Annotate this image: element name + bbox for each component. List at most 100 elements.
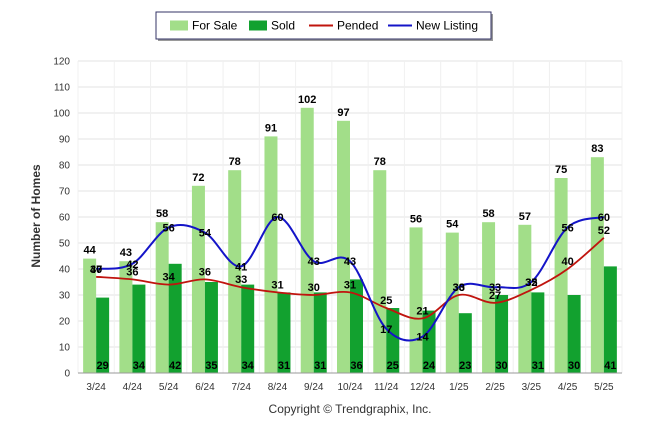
bar-for-sale — [518, 224, 532, 373]
legend-label: Pended — [337, 19, 378, 33]
legend-label: New Listing — [416, 19, 478, 33]
x-tick-label: 1/25 — [449, 382, 469, 393]
bar-sold — [204, 282, 218, 373]
bar-sold — [567, 295, 581, 373]
bar-sold — [277, 292, 291, 373]
pended-value-label: 21 — [416, 305, 428, 317]
pended-value-label: 34 — [163, 272, 176, 284]
bar-for-sale — [155, 222, 169, 373]
bar-for-sale — [83, 258, 97, 373]
y-tick-label: 110 — [54, 83, 70, 94]
for-sale-value-label: 97 — [337, 107, 349, 119]
bar-sold — [603, 266, 617, 373]
x-tick-label: 3/25 — [522, 382, 542, 393]
pended-value-label: 52 — [598, 225, 610, 237]
x-tick-label: 7/24 — [231, 382, 251, 393]
new-listing-value-label: 17 — [380, 324, 392, 336]
pended-value-label: 40 — [561, 256, 573, 268]
for-sale-value-label: 83 — [591, 143, 603, 155]
for-sale-value-label: 72 — [192, 172, 204, 184]
legend-swatch — [249, 20, 267, 31]
sold-value-label: 31 — [314, 360, 326, 372]
sold-value-label: 30 — [495, 360, 507, 372]
x-tick-label: 12/24 — [410, 382, 435, 393]
axes: 0 10 20 30 40 50 60 70 80 90 100 110 120 3/24 4/24 5/24… — [53, 57, 622, 393]
for-sale-value-label: 54 — [446, 219, 459, 231]
bar-sold — [96, 297, 110, 373]
bar-for-sale — [300, 107, 314, 374]
sold-value-label: 41 — [604, 360, 616, 372]
pended-value-label: 31 — [271, 279, 283, 291]
new-listing-value-label: 41 — [235, 261, 247, 273]
legend-label: For Sale — [192, 19, 238, 33]
sold-value-label: 29 — [97, 360, 109, 372]
sold-value-label: 34 — [133, 360, 146, 372]
new-listing-value-label: 60 — [598, 212, 610, 224]
bar-for-sale — [373, 170, 387, 373]
y-tick-label: 30 — [59, 291, 71, 302]
y-tick-label: 70 — [59, 187, 71, 198]
pended-value-label: 36 — [126, 266, 138, 278]
sold-value-label: 42 — [169, 360, 181, 372]
pended-value-label: 30 — [453, 282, 465, 294]
x-tick-label: 2/25 — [485, 382, 505, 393]
new-listing-value-label: 40 — [90, 264, 102, 276]
bar-for-sale — [590, 157, 604, 373]
for-sale-value-label: 44 — [84, 245, 97, 257]
bar-sold — [495, 295, 509, 373]
y-tick-label: 10 — [59, 343, 71, 354]
line-pended — [96, 237, 605, 320]
bar-sold — [241, 284, 255, 373]
sold-value-label: 23 — [459, 360, 471, 372]
line-new-listing — [95, 215, 605, 342]
for-sale-value-label: 58 — [156, 208, 168, 220]
y-tick-label: 0 — [64, 369, 70, 380]
for-sale-value-label: 58 — [482, 208, 494, 220]
bar-for-sale — [482, 222, 496, 373]
new-listing-value-label: 42 — [126, 259, 138, 271]
new-listing-value-label: 43 — [344, 256, 356, 268]
bar-sold — [132, 284, 146, 373]
y-tick-label: 40 — [59, 265, 71, 276]
y-tick-label: 60 — [59, 213, 71, 224]
new-listing-value-label: 33 — [453, 282, 465, 294]
bar-sold — [531, 292, 545, 373]
new-listing-value-label: 56 — [561, 222, 573, 234]
y-tick-label: 50 — [59, 239, 71, 250]
pended-value-label: 31 — [344, 279, 356, 291]
pended-value-label: 33 — [235, 274, 247, 286]
bar-sold — [458, 313, 472, 373]
x-tick-label: 4/24 — [123, 382, 143, 393]
sold-value-label: 24 — [423, 360, 436, 372]
pended-value-label: 37 — [90, 264, 102, 276]
legend-label: Sold — [271, 19, 295, 33]
sold-value-label: 34 — [242, 360, 255, 372]
x-tick-label: 9/24 — [304, 382, 324, 393]
y-tick-label: 80 — [59, 161, 71, 172]
for-sale-value-label: 78 — [229, 156, 241, 168]
pended-value-label: 30 — [308, 282, 320, 294]
pended-value-label: 36 — [199, 266, 211, 278]
for-sale-value-label: 56 — [410, 213, 422, 225]
for-sale-value-label: 57 — [519, 211, 531, 223]
bar-for-sale — [445, 232, 459, 373]
new-listing-value-label: 35 — [525, 277, 537, 289]
for-sale-value-label: 91 — [265, 122, 277, 134]
x-tick-label: 5/25 — [594, 382, 614, 393]
bar-series — [83, 107, 617, 374]
legend: For Sale Sold Pended New Listing — [155, 11, 493, 41]
x-tick-label: 8/24 — [268, 382, 288, 393]
y-tick-label: 100 — [53, 109, 70, 120]
y-tick-label: 90 — [59, 135, 71, 146]
y-tick-label: 20 — [59, 317, 71, 328]
bar-for-sale — [337, 120, 350, 373]
legend-swatch — [170, 20, 188, 31]
bar-sold — [350, 279, 363, 373]
sold-value-label: 35 — [205, 360, 217, 372]
bar-sold — [386, 308, 400, 373]
x-tick-label: 3/24 — [86, 382, 106, 393]
pended-value-label: 27 — [489, 290, 501, 302]
new-listing-value-label: 60 — [271, 212, 283, 224]
y-axis-label: Number of Homes — [29, 164, 43, 268]
